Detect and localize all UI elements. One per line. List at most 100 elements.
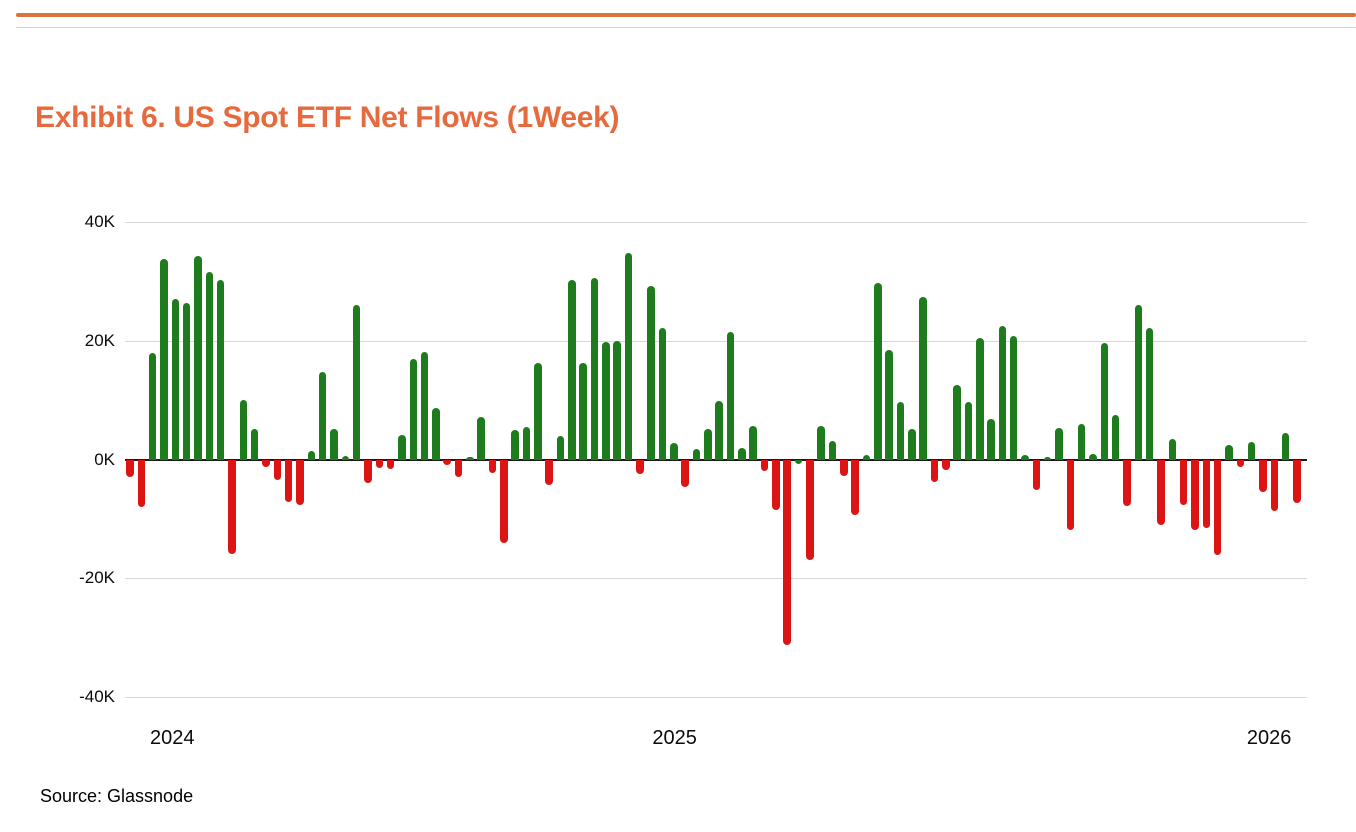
bar bbox=[420, 352, 429, 460]
bar bbox=[284, 459, 293, 502]
bar bbox=[862, 455, 871, 460]
bar bbox=[987, 418, 995, 460]
bar bbox=[896, 401, 905, 460]
bar bbox=[386, 459, 395, 469]
bar bbox=[522, 427, 531, 460]
bar bbox=[885, 349, 893, 460]
bar bbox=[817, 426, 825, 460]
bar bbox=[477, 417, 485, 460]
bar bbox=[375, 459, 383, 469]
bar bbox=[228, 459, 236, 554]
bar bbox=[772, 459, 780, 510]
x-axis-year-label: 2025 bbox=[652, 727, 697, 749]
bar bbox=[794, 459, 803, 465]
bar bbox=[466, 456, 474, 460]
bar bbox=[670, 442, 678, 460]
bar bbox=[318, 371, 327, 460]
bar bbox=[976, 338, 984, 460]
bar bbox=[1043, 456, 1052, 460]
bar bbox=[964, 401, 973, 460]
bar bbox=[568, 280, 576, 460]
bar bbox=[205, 271, 214, 460]
bar bbox=[534, 362, 542, 460]
bar bbox=[182, 303, 191, 460]
bar bbox=[556, 435, 565, 460]
bar bbox=[647, 285, 655, 460]
bar bbox=[1100, 342, 1109, 460]
bar bbox=[352, 305, 361, 460]
bar bbox=[171, 299, 180, 460]
bar bbox=[602, 341, 610, 460]
bar bbox=[590, 278, 599, 460]
bar bbox=[579, 362, 587, 460]
bar bbox=[148, 352, 157, 460]
bar bbox=[1145, 327, 1154, 460]
bar bbox=[250, 429, 259, 460]
bar bbox=[1202, 459, 1211, 528]
bar bbox=[1066, 459, 1075, 531]
bar bbox=[273, 459, 282, 480]
bar bbox=[194, 255, 202, 460]
bar bbox=[1247, 441, 1256, 460]
top-rule bbox=[16, 13, 1356, 17]
bar bbox=[1032, 459, 1041, 490]
x-axis-year-label: 2024 bbox=[150, 727, 195, 749]
y-axis-tick-label: 0K bbox=[94, 449, 115, 469]
bar bbox=[908, 428, 916, 460]
bar bbox=[432, 408, 440, 460]
bar bbox=[488, 459, 497, 474]
bar bbox=[307, 451, 316, 460]
bar bbox=[704, 429, 712, 460]
bar bbox=[126, 459, 134, 478]
bar bbox=[341, 455, 350, 460]
bar bbox=[137, 459, 146, 507]
bar bbox=[738, 448, 746, 460]
y-axis-tick-label: 40K bbox=[84, 212, 115, 231]
bar bbox=[636, 459, 644, 475]
bar bbox=[1213, 459, 1222, 555]
bar bbox=[1270, 459, 1279, 512]
bar bbox=[262, 459, 270, 467]
exhibit-title: Exhibit 6. US Spot ETF Net Flows (1Week) bbox=[35, 101, 620, 134]
bar bbox=[998, 325, 1007, 460]
bar bbox=[658, 327, 667, 460]
y-axis-tick-label: -20K bbox=[79, 568, 115, 588]
bar bbox=[919, 297, 927, 460]
bar bbox=[1089, 453, 1097, 460]
bar bbox=[749, 426, 757, 460]
bar bbox=[1134, 305, 1143, 460]
bar bbox=[1225, 445, 1233, 460]
zero-axis-line bbox=[125, 458, 1307, 461]
bar bbox=[1293, 459, 1301, 503]
bar bbox=[613, 340, 621, 460]
bar bbox=[1259, 459, 1267, 493]
y-axis-tick-label: -40K bbox=[79, 687, 115, 706]
bar bbox=[828, 441, 837, 460]
bar bbox=[760, 459, 769, 471]
y-axis-tick-label: 20K bbox=[84, 330, 115, 350]
gridline bbox=[125, 697, 1307, 698]
bar bbox=[545, 459, 553, 486]
x-axis-year-label: 2026 bbox=[1246, 727, 1292, 749]
gridline bbox=[125, 340, 1307, 342]
bar bbox=[216, 280, 225, 460]
bar bbox=[624, 253, 633, 460]
gridline bbox=[125, 222, 1307, 223]
bar bbox=[1021, 454, 1029, 460]
bar bbox=[942, 459, 950, 471]
bar bbox=[726, 331, 735, 460]
bar bbox=[1009, 336, 1018, 460]
bar bbox=[930, 459, 939, 483]
bar bbox=[715, 401, 723, 460]
bar bbox=[1236, 459, 1245, 467]
bar bbox=[239, 399, 248, 460]
bar bbox=[1055, 428, 1063, 460]
bar bbox=[1168, 439, 1177, 460]
bar bbox=[1111, 414, 1120, 460]
bar bbox=[330, 428, 338, 460]
top-thin-rule bbox=[16, 27, 1356, 28]
bar bbox=[681, 459, 689, 488]
bar bbox=[1077, 424, 1086, 460]
bar bbox=[874, 283, 882, 460]
